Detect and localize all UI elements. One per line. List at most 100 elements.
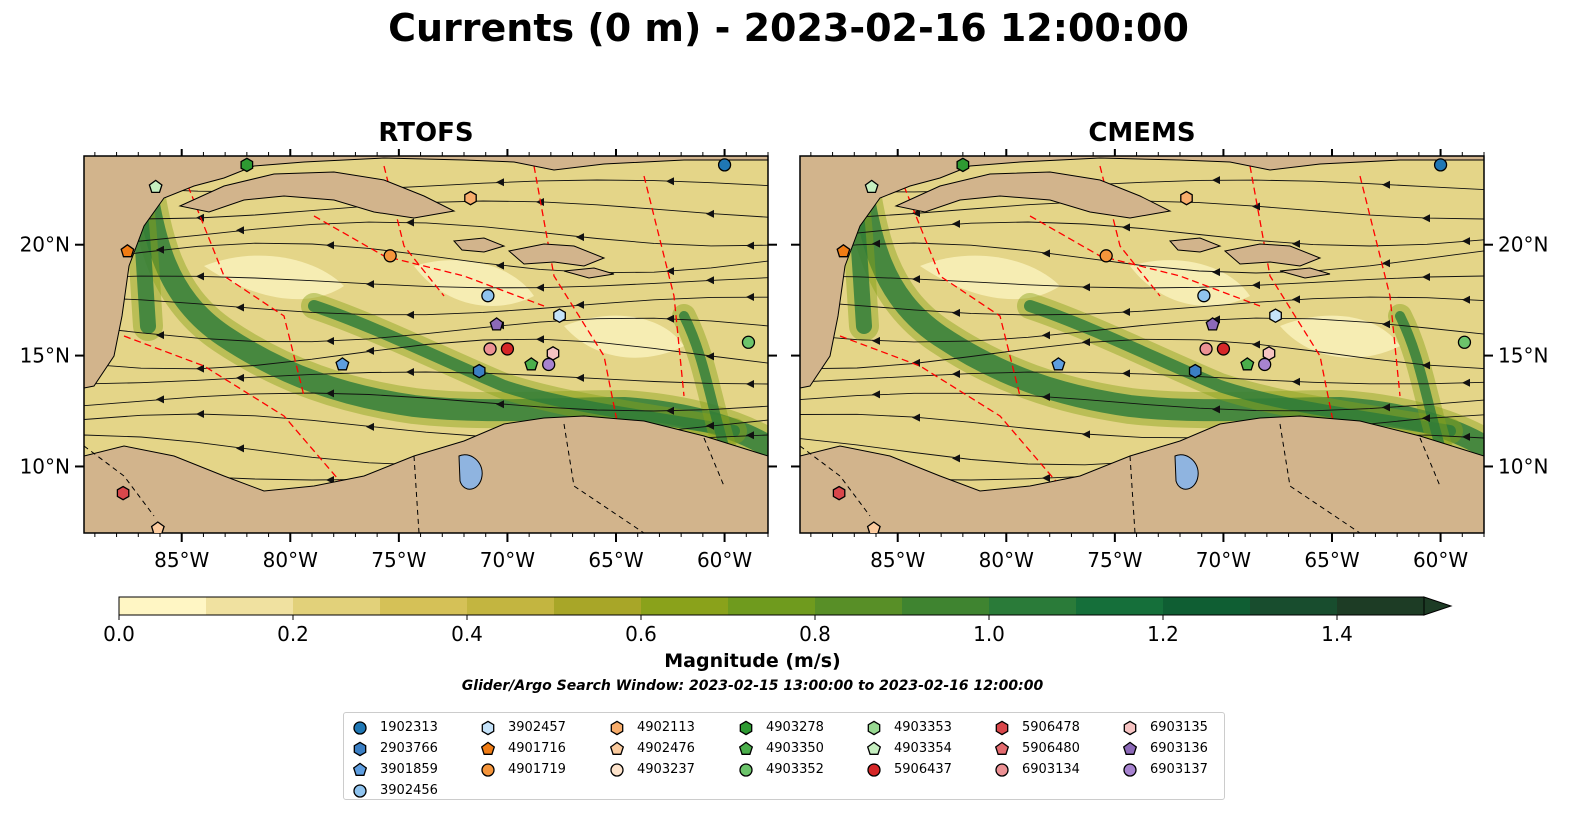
legend-label: 3902457 bbox=[508, 720, 566, 735]
legend-item: 6903134 bbox=[994, 759, 1080, 780]
float-marker bbox=[1433, 158, 1448, 172]
legend-label: 4902476 bbox=[637, 741, 695, 756]
legend-label: 5906480 bbox=[1022, 741, 1080, 756]
colorbar-segment bbox=[467, 597, 555, 615]
colorbar-segment bbox=[206, 597, 294, 615]
x-tick-label: 85°W bbox=[154, 548, 209, 572]
pentagon-marker-icon bbox=[609, 741, 625, 755]
float-marker bbox=[1099, 249, 1113, 263]
legend-label: 4901716 bbox=[508, 741, 566, 756]
circle-marker-icon bbox=[610, 762, 624, 777]
float-marker bbox=[464, 190, 477, 206]
panel-title-rtofs: RTOFS bbox=[378, 118, 474, 148]
x-tick-label: 70°W bbox=[480, 548, 535, 572]
float-marker bbox=[335, 357, 350, 371]
legend-label: 4903350 bbox=[766, 741, 824, 756]
float-marker bbox=[1457, 335, 1472, 349]
float-marker bbox=[383, 249, 397, 263]
float-marker bbox=[472, 363, 486, 379]
pentagon-marker-icon bbox=[738, 741, 754, 755]
hexagon-marker-icon bbox=[610, 720, 624, 735]
x-tick-label: 75°W bbox=[1087, 548, 1142, 572]
float-marker bbox=[524, 357, 539, 371]
map-panel-cmems: 85°W 80°W 75°W 70°W 65°W 60°W 10°N 15°N 20°N bbox=[791, 149, 1548, 572]
circle-marker-icon bbox=[995, 762, 1009, 777]
colorbar-segment bbox=[1076, 597, 1164, 615]
colorbar-tick-label: 0.0 bbox=[103, 622, 135, 646]
float-marker bbox=[832, 485, 846, 501]
pentagon-marker-icon bbox=[866, 741, 882, 755]
colorbar-tick-label: 0.8 bbox=[799, 622, 831, 646]
legend-item: 2903766 bbox=[352, 738, 438, 759]
colorbar-segment bbox=[728, 597, 816, 615]
float-marker bbox=[1240, 357, 1255, 371]
float-marker bbox=[1197, 289, 1211, 303]
y-tick-label: 20°N bbox=[20, 233, 70, 257]
legend-item: 4903237 bbox=[609, 759, 695, 780]
circle-marker-icon bbox=[1123, 762, 1137, 777]
pentagon-marker-icon bbox=[480, 741, 496, 755]
colorbar-tick-label: 0.6 bbox=[625, 622, 657, 646]
legend-item: 4901719 bbox=[480, 759, 566, 780]
x-tick-label: 75°W bbox=[371, 548, 426, 572]
colorbar-segment bbox=[902, 597, 990, 615]
hexagon-marker-icon bbox=[353, 741, 367, 756]
float-marker bbox=[1205, 317, 1220, 331]
colorbar-segment bbox=[119, 597, 207, 615]
colorbar-tick-label: 1.0 bbox=[973, 622, 1005, 646]
legend-label: 2903766 bbox=[380, 741, 438, 756]
x-tick-label: 80°W bbox=[979, 548, 1034, 572]
float-marker bbox=[1216, 342, 1231, 356]
panel-title-cmems: CMEMS bbox=[1088, 118, 1196, 148]
circle-marker-icon bbox=[481, 762, 495, 777]
float-marker bbox=[150, 521, 165, 533]
x-tick-label: 60°W bbox=[697, 548, 752, 572]
legend-item: 6903137 bbox=[1122, 759, 1208, 780]
float-marker bbox=[542, 357, 556, 372]
search-window-note: Glider/Argo Search Window: 2023-02-15 13… bbox=[461, 678, 1044, 694]
legend-label: 4903278 bbox=[766, 720, 824, 735]
x-tick-label: 80°W bbox=[263, 548, 318, 572]
legend-item: 4903352 bbox=[738, 759, 824, 780]
colorbar-segment bbox=[554, 597, 642, 615]
legend-label: 4903352 bbox=[766, 762, 824, 777]
circle-marker-icon bbox=[353, 720, 367, 735]
x-tick-label: 65°W bbox=[1304, 548, 1359, 572]
legend-label: 4901719 bbox=[508, 762, 566, 777]
legend-label: 4903237 bbox=[637, 762, 695, 777]
float-marker bbox=[148, 179, 163, 194]
legend-column: 6903135 6903136 6903137 bbox=[1122, 717, 1208, 780]
float-marker bbox=[553, 308, 566, 324]
legend-item: 4903354 bbox=[866, 738, 952, 759]
legend-item: 4903353 bbox=[866, 717, 952, 738]
float-marker bbox=[1051, 357, 1066, 371]
colorbar-segment bbox=[1163, 597, 1251, 615]
colorbar-label: Magnitude (m/s) bbox=[664, 650, 841, 672]
hexagon-marker-icon bbox=[481, 720, 495, 735]
x-tick-label: 60°W bbox=[1413, 548, 1468, 572]
legend-item: 5906478 bbox=[994, 717, 1080, 738]
legend-label: 6903136 bbox=[1150, 741, 1208, 756]
colorbar-tick-label: 0.2 bbox=[277, 622, 309, 646]
circle-marker-icon bbox=[353, 783, 367, 798]
float-marker bbox=[866, 521, 881, 533]
legend-label: 4903354 bbox=[894, 741, 952, 756]
legend-column: 1902313 2903766 3901859 3902456 bbox=[352, 717, 438, 801]
float-marker bbox=[836, 243, 851, 258]
float-marker bbox=[1199, 342, 1213, 356]
pentagon-marker-icon bbox=[994, 741, 1010, 755]
x-tick-label: 85°W bbox=[870, 548, 925, 572]
legend-column: 4903278 4903350 4903352 bbox=[738, 717, 824, 780]
legend-label: 3901859 bbox=[380, 762, 438, 777]
map-panel-rtofs: 85°W 80°W 75°W 70°W 65°W 60°W 10°N 15°N 20°N bbox=[20, 149, 777, 572]
float-marker bbox=[500, 342, 515, 356]
float-marker bbox=[1269, 308, 1282, 324]
colorbar-tick-label: 1.2 bbox=[1147, 622, 1179, 646]
colorbar-segment bbox=[293, 597, 381, 615]
colorbar-segment bbox=[380, 597, 468, 615]
legend-label: 6903137 bbox=[1150, 762, 1208, 777]
legend-label: 6903134 bbox=[1022, 762, 1080, 777]
hexagon-marker-icon bbox=[867, 720, 881, 735]
legend-item: 6903135 bbox=[1122, 717, 1208, 738]
